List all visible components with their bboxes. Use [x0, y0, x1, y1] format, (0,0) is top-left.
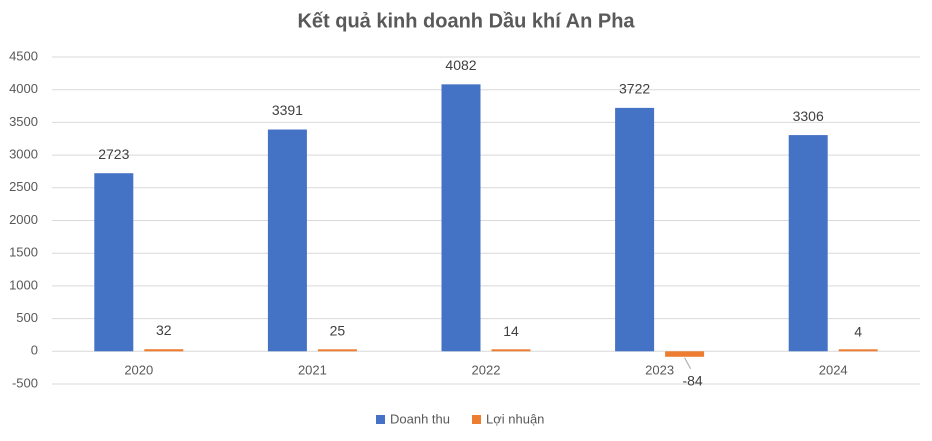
data-label: 25	[330, 322, 346, 338]
x-tick-label: 2024	[819, 363, 848, 378]
leader-line	[684, 357, 692, 370]
data-label: 4	[854, 324, 862, 340]
y-tick-label: 3000	[9, 147, 38, 162]
bar	[317, 349, 357, 352]
y-tick-label: 1000	[9, 277, 38, 292]
bar	[441, 84, 481, 352]
bar	[491, 349, 531, 352]
bar	[788, 135, 828, 352]
bar	[838, 349, 878, 352]
y-tick-label: 3500	[9, 114, 38, 129]
legend-label: Doanh thu	[390, 411, 450, 426]
data-label: 14	[503, 323, 519, 339]
y-tick-label: 0	[31, 343, 38, 358]
chart-title: Kết quả kinh doanh Dầu khí An Pha	[297, 10, 635, 32]
bar	[144, 349, 184, 352]
legend-swatch	[376, 415, 385, 424]
legend-swatch	[472, 415, 481, 424]
y-tick-label: 500	[16, 310, 38, 325]
y-tick-label: 2500	[9, 179, 38, 194]
data-label: 3722	[619, 81, 650, 97]
data-label: 4082	[445, 57, 476, 73]
y-tick-label: 1500	[9, 245, 38, 260]
x-tick-label: 2020	[124, 363, 153, 378]
data-label: 3306	[793, 108, 824, 124]
data-label: 32	[156, 322, 172, 338]
data-label: 2723	[98, 146, 129, 162]
x-tick-label: 2022	[472, 363, 501, 378]
x-tick-label: 2021	[298, 363, 327, 378]
bar	[94, 173, 134, 352]
data-label: 3391	[272, 102, 303, 118]
y-tick-label: 2000	[9, 212, 38, 227]
bar	[267, 129, 307, 352]
data-label: -84	[682, 372, 702, 388]
y-tick-label: -500	[12, 375, 38, 390]
legend-label: Lợi nhuận	[486, 411, 544, 426]
y-tick-label: 4500	[9, 48, 38, 63]
bar	[615, 107, 655, 352]
y-tick-label: 4000	[9, 81, 38, 96]
bar	[665, 351, 705, 357]
x-tick-label: 2023	[645, 363, 674, 378]
